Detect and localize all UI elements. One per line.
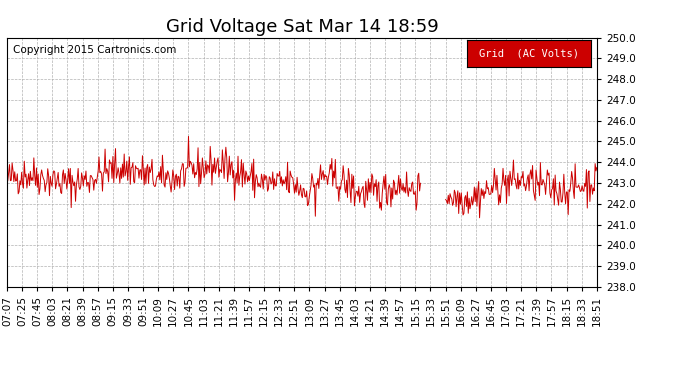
Title: Grid Voltage Sat Mar 14 18:59: Grid Voltage Sat Mar 14 18:59 (166, 18, 438, 36)
Text: Copyright 2015 Cartronics.com: Copyright 2015 Cartronics.com (13, 45, 176, 55)
